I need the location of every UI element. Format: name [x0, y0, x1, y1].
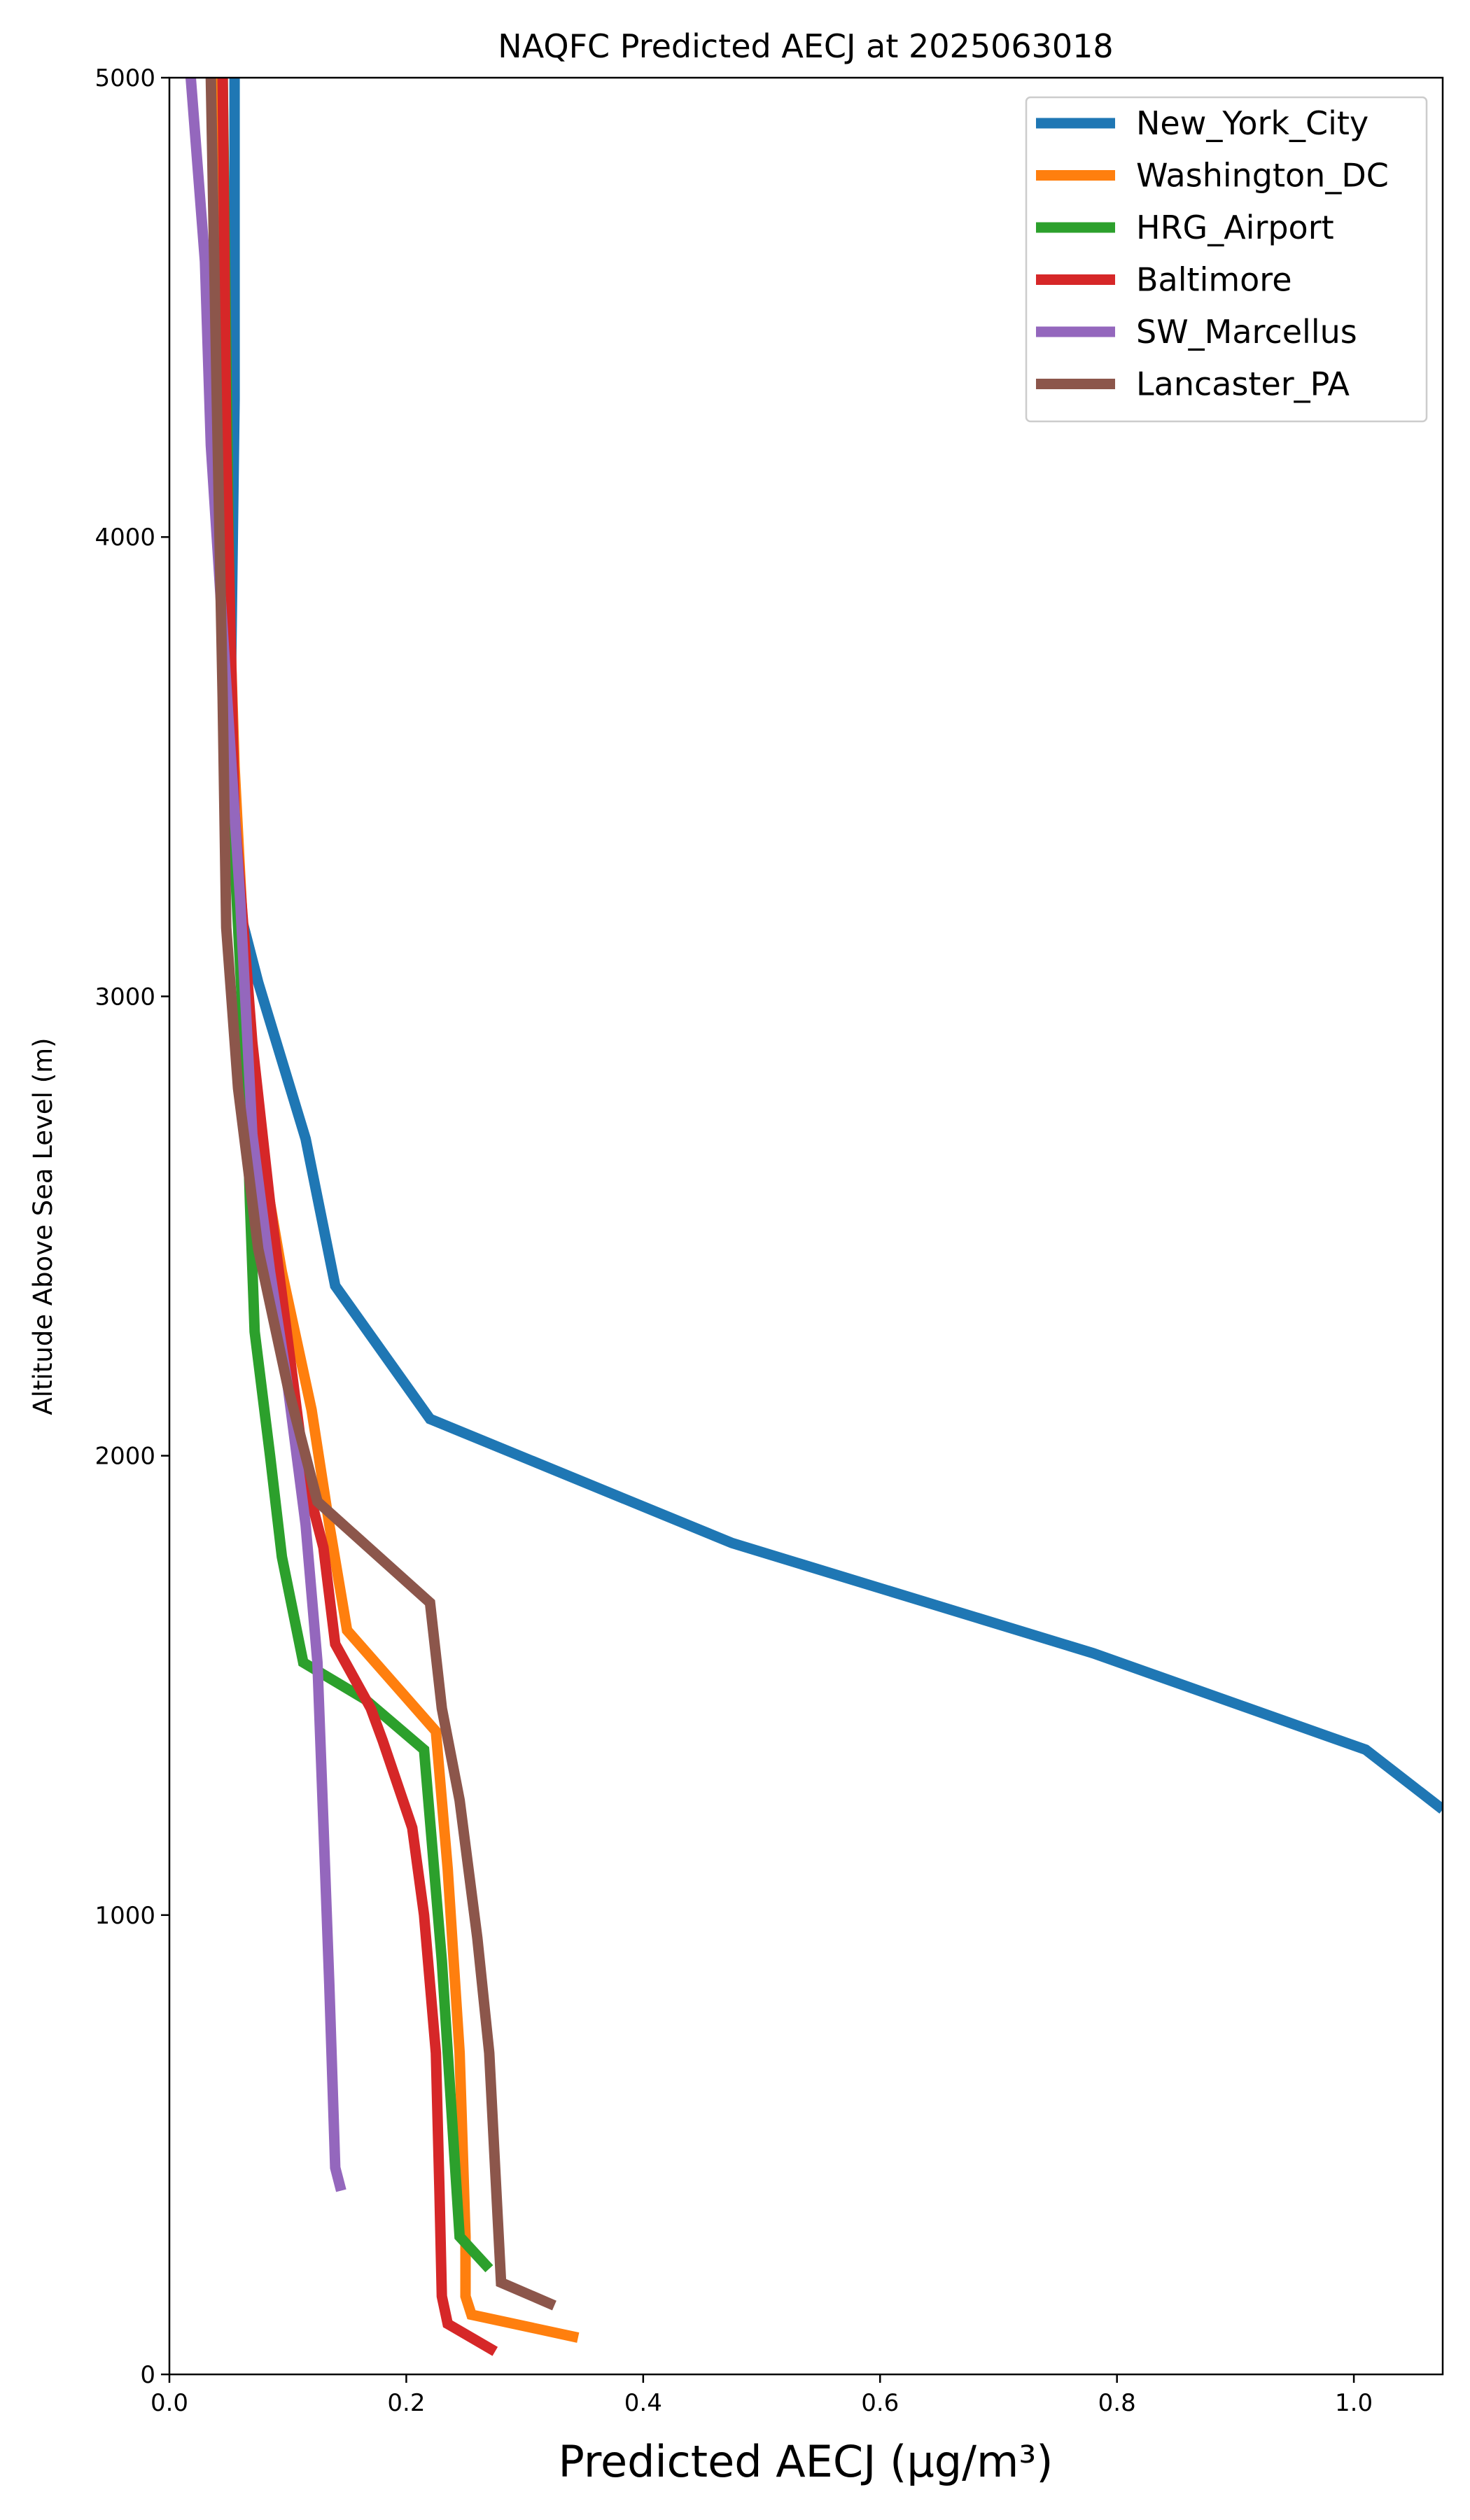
y-tick-label: 1000 — [94, 1902, 155, 1930]
legend-label: New_York_City — [1136, 104, 1368, 142]
y-tick-label: 5000 — [94, 64, 155, 92]
x-tick-label: 0.2 — [387, 2389, 425, 2417]
x-tick-label: 0.6 — [861, 2389, 899, 2417]
y-tick-label: 4000 — [94, 524, 155, 552]
legend-item: HRG_Airport — [1036, 209, 1334, 246]
plot-area — [186, 78, 1443, 2356]
plot-frame — [168, 76, 1444, 2376]
legend-item: SW_Marcellus — [1036, 313, 1357, 351]
y-axis: 0 1000 2000 3000 4000 5000 — [94, 64, 169, 2389]
legend-label: HRG_Airport — [1136, 209, 1334, 246]
x-tick-label: 0.0 — [150, 2389, 188, 2417]
legend-item: New_York_City — [1036, 104, 1368, 142]
legend: New_York_City Washington_DC HRG_Airport Bal… — [1025, 96, 1428, 423]
x-tick-label: 1.0 — [1335, 2389, 1373, 2417]
y-tick-label: 0 — [140, 2361, 155, 2389]
legend-label: Washington_DC — [1136, 157, 1389, 195]
legend-label: Lancaster_PA — [1136, 365, 1350, 403]
legend-label: Baltimore — [1136, 261, 1292, 299]
legend-item: Washington_DC — [1036, 157, 1389, 195]
legend-box — [1025, 96, 1428, 423]
x-tick-label: 0.4 — [624, 2389, 662, 2417]
chart-title: NAQFC Predicted AECJ at 2025063018 — [498, 27, 1113, 65]
y-axis-label: Altitude Above Sea Level (m) — [28, 1037, 58, 1415]
legend-item: Lancaster_PA — [1036, 365, 1350, 403]
y-tick-label: 2000 — [94, 1443, 155, 1471]
y-tick-label: 3000 — [94, 983, 155, 1011]
legend-label: SW_Marcellus — [1136, 313, 1357, 351]
x-axis-label: Predicted AECJ (μg/m³) — [559, 2436, 1054, 2487]
series-line-lancaster-pa — [205, 78, 556, 2311]
legend-item: Baltimore — [1036, 261, 1292, 299]
x-tick-label: 0.8 — [1098, 2389, 1136, 2417]
x-axis: 0.0 0.2 0.4 0.6 0.8 1.0 — [150, 2374, 1373, 2417]
